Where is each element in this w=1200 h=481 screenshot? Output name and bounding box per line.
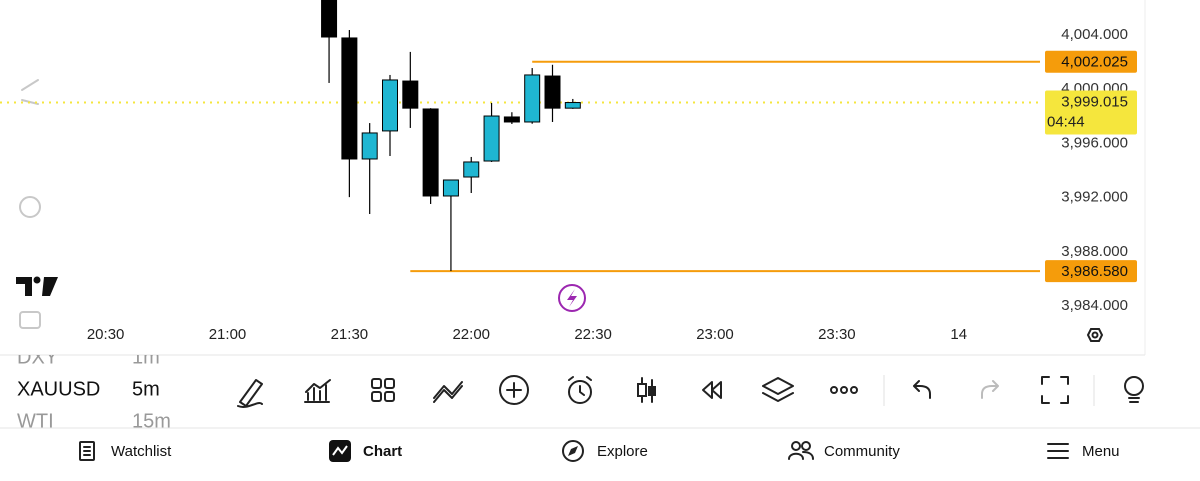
candle-body [524, 74, 541, 123]
candle-body [544, 75, 561, 109]
fullscreen[interactable] [1041, 376, 1069, 404]
y-tick-label: 4,004.000 [1061, 26, 1128, 43]
symbol-name[interactable]: DXY [17, 346, 58, 368]
symbol-interval[interactable]: 1m [132, 346, 160, 368]
nav-label[interactable]: Community [824, 443, 900, 460]
x-tick-label: 23:00 [696, 326, 734, 343]
chart-type[interactable] [637, 377, 656, 403]
candle-body [483, 115, 500, 162]
watchlist-icon[interactable] [79, 441, 95, 461]
candle-body [442, 179, 459, 197]
redo[interactable] [981, 380, 999, 399]
price-label: 3,986.580 [1061, 263, 1128, 280]
x-tick-label: 21:30 [331, 326, 369, 343]
candle-body [463, 161, 480, 178]
last-price-label: 3,999.015 [1061, 94, 1128, 111]
y-tick-label: 3,988.000 [1061, 243, 1128, 260]
candle-body [341, 37, 358, 160]
candle-body [422, 108, 439, 197]
price-label: 4,002.025 [1061, 54, 1128, 71]
compare[interactable] [433, 381, 463, 403]
tradingview-logo [16, 276, 58, 296]
indicators[interactable] [304, 379, 331, 403]
ideas[interactable] [1124, 376, 1144, 403]
candle-body [564, 102, 581, 109]
settings-icon[interactable] [1086, 328, 1104, 342]
price-label-box [1045, 260, 1137, 283]
chart-icon[interactable] [329, 440, 351, 462]
x-tick-label: 20:30 [87, 326, 125, 343]
candle-body [402, 80, 419, 109]
y-tick-label: 3,992.000 [1061, 189, 1128, 206]
countdown: 04:44 [1047, 114, 1085, 131]
x-tick-label: 21:00 [209, 326, 247, 343]
add[interactable] [499, 375, 529, 405]
undo[interactable] [913, 380, 931, 399]
x-tick-label: 14 [950, 326, 967, 343]
nav-label[interactable]: Chart [363, 443, 402, 460]
draw-tool[interactable] [237, 379, 263, 408]
nav-label[interactable]: Watchlist [111, 443, 172, 460]
symbol-interval[interactable]: 15m [132, 410, 171, 432]
y-tick-label: 3,984.000 [1061, 297, 1128, 314]
community-icon[interactable] [788, 441, 814, 460]
candle-body [382, 79, 398, 132]
price-scale: 4,004.0004,000.0003,996.0003,992.0003,98… [1061, 26, 1128, 314]
toolbar [237, 375, 1144, 408]
last-price-box [1045, 90, 1137, 135]
symbol-interval[interactable]: 5m [132, 378, 160, 400]
menu-icon[interactable] [1047, 443, 1069, 459]
price-label-box [1045, 50, 1137, 73]
y-tick-label: 3,996.000 [1061, 134, 1128, 151]
nav-icons [79, 440, 1069, 462]
alarm[interactable] [568, 376, 592, 404]
symbol-name[interactable]: WTI [17, 410, 54, 432]
x-tick-label: 22:00 [452, 326, 490, 343]
right-margin [1145, 0, 1200, 355]
nav-label[interactable]: Menu [1082, 443, 1120, 460]
alert-icon[interactable] [558, 284, 586, 312]
explore-icon[interactable] [562, 440, 584, 462]
symbol-list: DXY 1m XAUUSD 5m WTI 15m [17, 346, 171, 432]
candle-body [503, 116, 520, 123]
x-tick-label: 23:30 [818, 326, 856, 343]
templates[interactable] [371, 378, 395, 402]
layers[interactable] [762, 377, 794, 402]
x-tick-label: 22:30 [574, 326, 612, 343]
replay[interactable] [702, 381, 722, 399]
nav-label[interactable]: Explore [597, 443, 648, 460]
candle-body [361, 132, 378, 160]
candle-body [321, 0, 338, 38]
symbol-name[interactable]: XAUUSD [17, 378, 100, 400]
more[interactable] [830, 386, 858, 394]
